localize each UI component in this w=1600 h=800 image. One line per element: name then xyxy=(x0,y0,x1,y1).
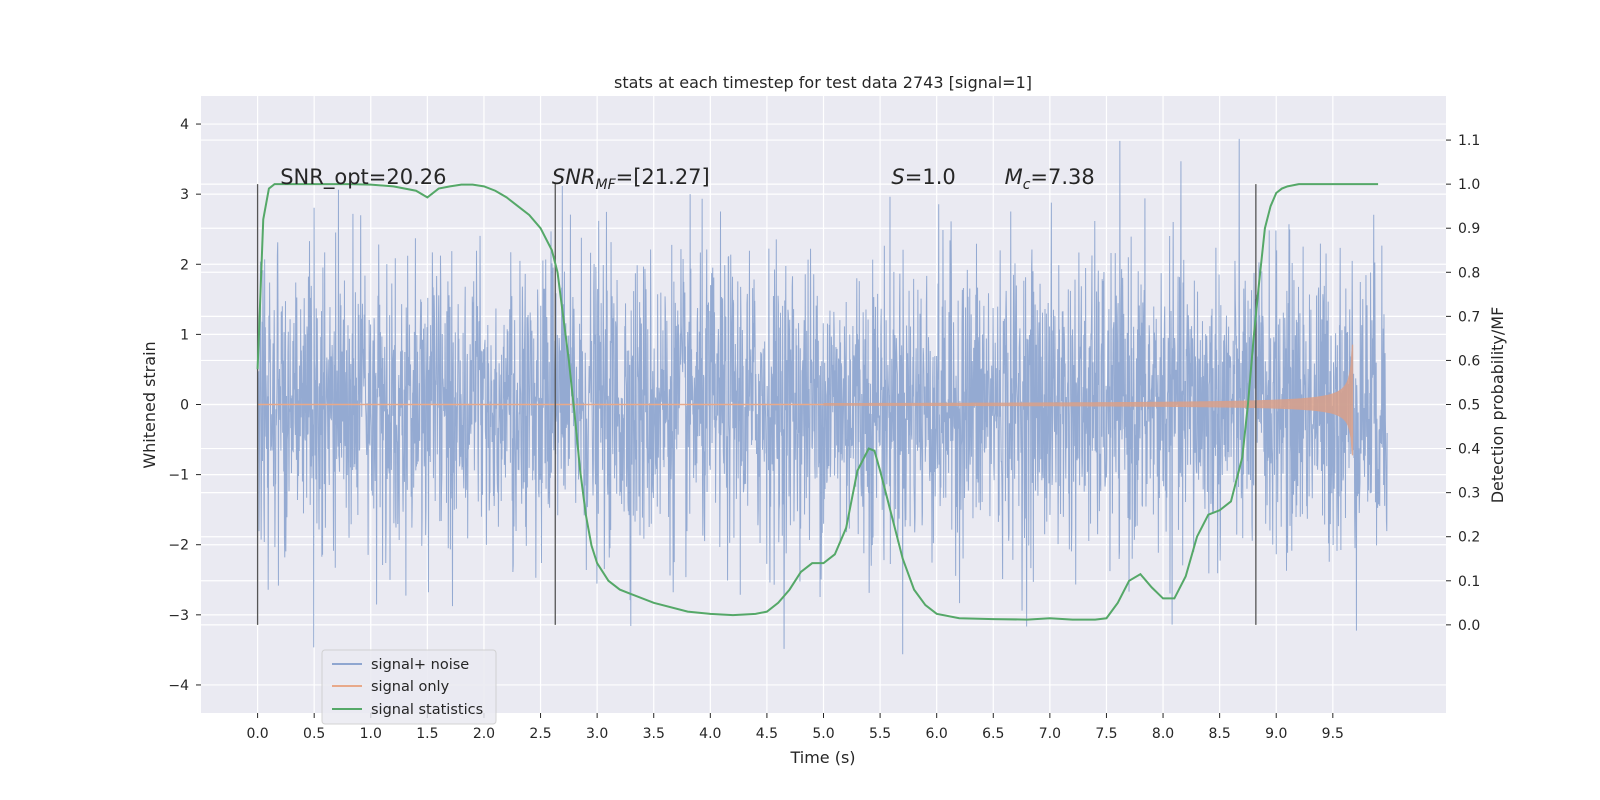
x-tick-label: 4.0 xyxy=(699,726,721,742)
y-right-tick-label: 0.2 xyxy=(1458,530,1480,546)
series-signal-noise xyxy=(257,138,1388,655)
y-tick-label: 0 xyxy=(180,398,189,414)
y-right-tick-label: 0.3 xyxy=(1458,486,1480,502)
y-tick-label: 2 xyxy=(180,257,189,273)
y-right-tick-label: 1.1 xyxy=(1458,133,1480,149)
annotation-rest: =[21.27] xyxy=(616,165,710,189)
x-tick-label: 0.0 xyxy=(246,726,268,742)
y-axis-ticks: 4 3 2 1 0 −1 −2 −3 −4 xyxy=(168,117,201,694)
vertical-markers xyxy=(256,184,1257,625)
y-axis-label: Whitened strain xyxy=(140,341,159,468)
x-tick-label: 5.5 xyxy=(869,726,891,742)
y-right-tick-label: 1.0 xyxy=(1458,177,1480,193)
y-tick-label: 4 xyxy=(180,117,189,133)
x-tick-label: 1.0 xyxy=(360,726,382,742)
x-tick-label: 5.0 xyxy=(812,726,834,742)
annotation-3: Mc=7.38 xyxy=(1005,165,1095,193)
x-tick-label: 3.5 xyxy=(643,726,665,742)
x-tick-label: 3.0 xyxy=(586,726,608,742)
legend-box xyxy=(321,649,497,725)
annotation-sub: c xyxy=(1023,177,1031,193)
y-right-tick-label: 0.9 xyxy=(1458,221,1480,237)
x-tick-label: 6.0 xyxy=(926,726,948,742)
y-right-tick-label: 0.1 xyxy=(1458,574,1480,590)
annotation-sub: MF xyxy=(596,177,617,193)
legend: signal+ noise signal only signal statist… xyxy=(321,649,497,725)
y-tick-label: −2 xyxy=(168,538,189,554)
annotation-base: S xyxy=(891,165,904,189)
x-tick-label: 9.5 xyxy=(1322,726,1344,742)
annotation-base: SNR xyxy=(552,165,596,189)
series-signal-statistics xyxy=(256,183,1379,621)
y-right-tick-label: 0.4 xyxy=(1458,442,1480,458)
x-tick-label: 8.5 xyxy=(1209,726,1231,742)
annotation-1: SNRMF=[21.27] xyxy=(552,165,710,193)
annotation-base: M xyxy=(1005,165,1023,189)
x-tick-label: 7.5 xyxy=(1095,726,1117,742)
legend-label-signal-only: signal only xyxy=(371,679,450,695)
y-right-axis-ticks: 1.1 1.0 0.9 0.8 0.7 0.6 0.5 0.4 0.3 0.2 0.1 0.0 xyxy=(1446,133,1480,634)
annotation-0: SNR_opt=20.26 xyxy=(280,165,446,190)
y-tick-label: −1 xyxy=(168,468,189,484)
signal-noise-line xyxy=(257,138,1388,655)
x-tick-label: 1.5 xyxy=(416,726,438,742)
x-tick-label: 4.5 xyxy=(756,726,778,742)
annotation-rest: =1.0 xyxy=(905,165,956,189)
y-tick-label: 1 xyxy=(180,327,189,343)
y-right-tick-label: 0.6 xyxy=(1458,353,1480,369)
x-axis-label: Time (s) xyxy=(789,748,855,767)
y-right-tick-label: 0.7 xyxy=(1458,309,1480,325)
x-tick-label: 7.0 xyxy=(1039,726,1061,742)
legend-label-signal-noise: signal+ noise xyxy=(371,657,469,673)
annotations: SNR_opt=20.26 SNRMF=[21.27] S=1.0 Mc=7.38 xyxy=(280,165,1095,193)
y-right-tick-label: 0.0 xyxy=(1458,618,1480,634)
annotation-rest: =7.38 xyxy=(1030,165,1094,189)
x-tick-label: 0.5 xyxy=(303,726,325,742)
x-tick-label: 6.5 xyxy=(982,726,1004,742)
legend-label-signal-statistics: signal statistics xyxy=(371,702,483,718)
y-right-tick-label: 0.8 xyxy=(1458,265,1480,281)
chart-title: stats at each timestep for test data 274… xyxy=(614,73,1032,92)
y-right-tick-label: 0.5 xyxy=(1458,398,1480,414)
x-tick-label: 2.0 xyxy=(473,726,495,742)
x-tick-label: 9.0 xyxy=(1265,726,1287,742)
annotation-2: S=1.0 xyxy=(891,165,955,189)
y-tick-label: −4 xyxy=(168,678,189,694)
series-signal-only xyxy=(257,344,1354,456)
y-right-axis-label: Detection probability/MF xyxy=(1488,307,1507,504)
x-tick-label: 2.5 xyxy=(529,726,551,742)
x-axis-ticks: 0.0 0.5 1.0 1.5 2.0 2.5 3.0 3.5 4.0 4.5 5.0 5.5 6.0 6… xyxy=(246,713,1344,742)
x-tick-label: 8.0 xyxy=(1152,726,1174,742)
y-tick-label: −3 xyxy=(168,608,189,624)
y-tick-label: 3 xyxy=(180,187,189,203)
